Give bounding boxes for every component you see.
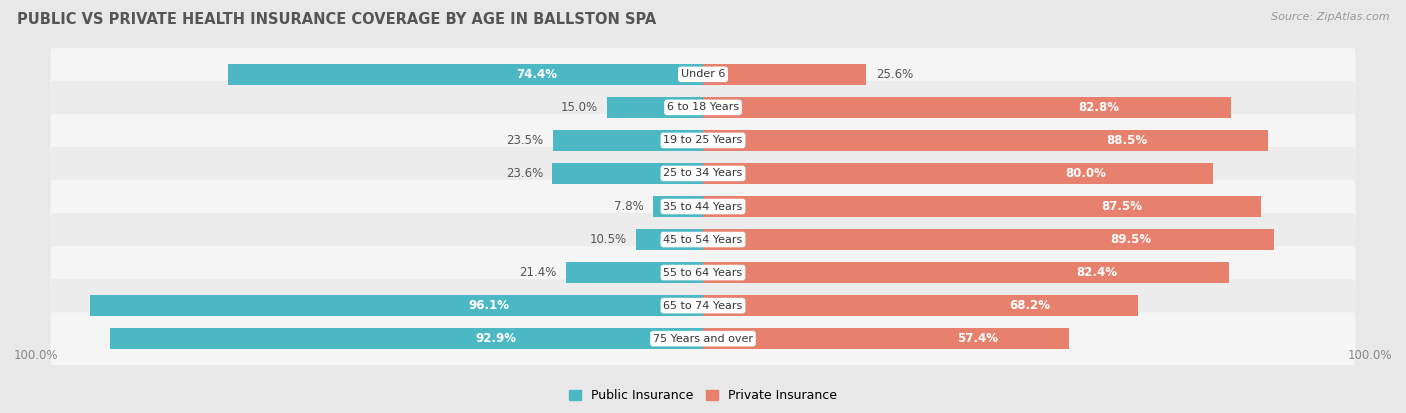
FancyBboxPatch shape [51,48,1355,101]
Text: 96.1%: 96.1% [468,299,509,312]
Bar [703,64,866,85]
Text: 6 to 18 Years: 6 to 18 Years [666,102,740,112]
Bar [703,295,1137,316]
Text: 45 to 54 Years: 45 to 54 Years [664,235,742,244]
Text: 57.4%: 57.4% [957,332,998,345]
Bar [654,196,703,217]
FancyBboxPatch shape [51,312,1355,365]
Text: 35 to 44 Years: 35 to 44 Years [664,202,742,211]
Text: 21.4%: 21.4% [520,266,557,279]
Bar [90,295,703,316]
Bar [228,64,703,85]
Text: 92.9%: 92.9% [475,332,516,345]
FancyBboxPatch shape [51,279,1355,332]
Bar [636,229,703,250]
Bar [703,97,1232,118]
Text: 10.5%: 10.5% [589,233,627,246]
Bar [567,262,703,283]
Text: 7.8%: 7.8% [614,200,644,213]
Text: 15.0%: 15.0% [561,101,598,114]
Bar [703,163,1213,184]
Text: 23.5%: 23.5% [506,134,544,147]
Text: 65 to 74 Years: 65 to 74 Years [664,301,742,311]
Text: 89.5%: 89.5% [1111,233,1152,246]
Text: 74.4%: 74.4% [516,68,557,81]
Text: Under 6: Under 6 [681,69,725,79]
Text: 87.5%: 87.5% [1101,200,1142,213]
Text: 25.6%: 25.6% [876,68,912,81]
Text: 80.0%: 80.0% [1066,167,1107,180]
Text: 68.2%: 68.2% [1008,299,1050,312]
Text: 100.0%: 100.0% [1347,349,1392,363]
Text: 19 to 25 Years: 19 to 25 Years [664,135,742,145]
FancyBboxPatch shape [51,246,1355,299]
Bar [553,163,703,184]
Text: 82.8%: 82.8% [1078,101,1119,114]
FancyBboxPatch shape [51,147,1355,200]
Text: 23.6%: 23.6% [506,167,543,180]
Text: Source: ZipAtlas.com: Source: ZipAtlas.com [1271,12,1389,22]
Bar [607,97,703,118]
FancyBboxPatch shape [51,114,1355,167]
Bar [703,262,1229,283]
Bar [703,130,1268,151]
FancyBboxPatch shape [51,213,1355,266]
FancyBboxPatch shape [51,81,1355,134]
Bar [703,229,1274,250]
Text: 25 to 34 Years: 25 to 34 Years [664,169,742,178]
Bar [703,328,1069,349]
FancyBboxPatch shape [51,180,1355,233]
Text: 55 to 64 Years: 55 to 64 Years [664,268,742,278]
Text: 88.5%: 88.5% [1107,134,1147,147]
Bar [703,196,1261,217]
Bar [111,328,703,349]
Text: PUBLIC VS PRIVATE HEALTH INSURANCE COVERAGE BY AGE IN BALLSTON SPA: PUBLIC VS PRIVATE HEALTH INSURANCE COVER… [17,12,657,27]
Text: 100.0%: 100.0% [14,349,59,363]
Text: 82.4%: 82.4% [1077,266,1118,279]
Text: 75 Years and over: 75 Years and over [652,334,754,344]
Legend: Public Insurance, Private Insurance: Public Insurance, Private Insurance [564,385,842,407]
Bar [553,130,703,151]
